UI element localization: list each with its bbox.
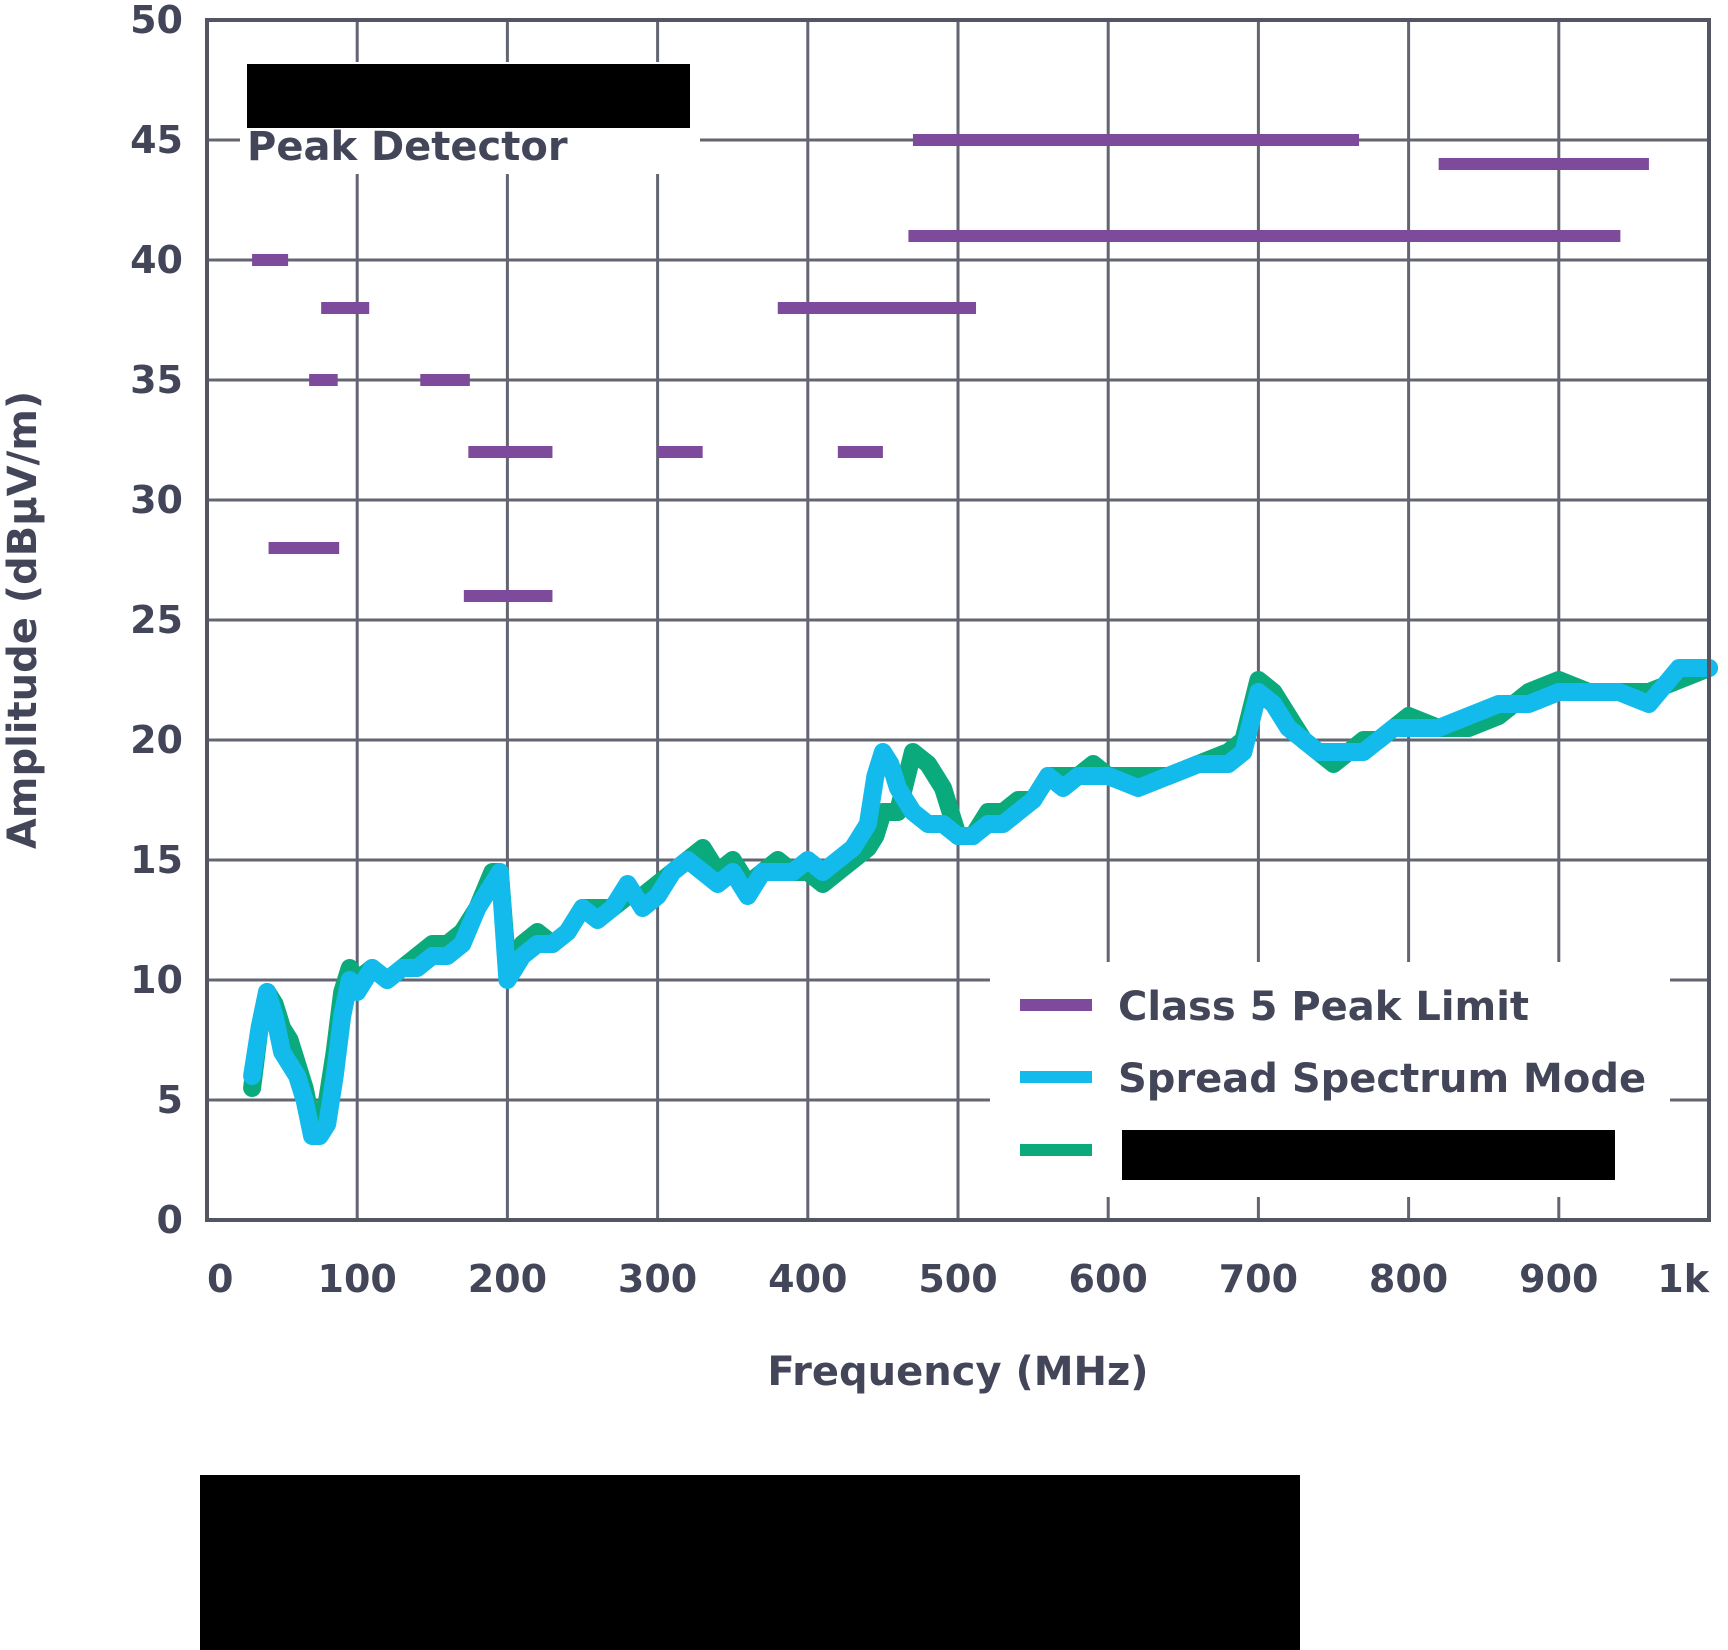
- plot-frame: [205, 18, 1711, 1222]
- x-tick-label: 1k: [1657, 1257, 1709, 1301]
- x-tick-label: 700: [1219, 1257, 1298, 1301]
- y-tick-label: 35: [130, 358, 183, 402]
- x-tick-labels: 0 100 200 300 400 500 600 700 800 900 1k: [207, 1257, 1710, 1301]
- caption-redaction: [200, 1475, 1300, 1650]
- y-tick-label: 15: [130, 838, 183, 882]
- series-lines: [243, 659, 1718, 1145]
- y-axis-title: Amplitude (dBμV/m): [0, 391, 46, 849]
- y-tick-label: 50: [130, 0, 183, 42]
- x-tick-label: 0: [207, 1257, 233, 1301]
- x-tick-label: 900: [1519, 1257, 1598, 1301]
- x-tick-label: 300: [618, 1257, 697, 1301]
- x-tick-label: 600: [1069, 1257, 1148, 1301]
- y-tick-labels: 0 5 10 15 20 25 30 35 40 45 50: [130, 0, 183, 1242]
- limit-lines: [252, 134, 1649, 602]
- y-tick-label: 25: [130, 598, 183, 642]
- x-tick-label: 400: [768, 1257, 847, 1301]
- legend-label-spread-spectrum: Spread Spectrum Mode: [1118, 1056, 1646, 1102]
- y-tick-label: 0: [157, 1198, 183, 1242]
- y-tick-label: 40: [130, 238, 183, 282]
- y-tick-label: 45: [130, 118, 183, 162]
- x-tick-label: 500: [918, 1257, 997, 1301]
- y-tick-label: 30: [130, 478, 183, 522]
- legend-label-redaction: [1122, 1130, 1615, 1180]
- annotation-text: Peak Detector: [247, 124, 568, 170]
- series-line-spread-spectrum: [243, 659, 1718, 1145]
- x-axis-title: Frequency (MHz): [767, 1349, 1148, 1395]
- y-tick-label: 5: [157, 1078, 183, 1122]
- x-tick-label: 200: [468, 1257, 547, 1301]
- legend: Class 5 Peak Limit Spread Spectrum Mode: [990, 962, 1670, 1197]
- annotation-redaction: [247, 64, 690, 128]
- x-tick-label: 800: [1369, 1257, 1448, 1301]
- y-tick-label: 20: [130, 718, 183, 762]
- x-tick-label: 100: [318, 1257, 397, 1301]
- y-tick-label: 10: [130, 958, 183, 1002]
- legend-label-limit: Class 5 Peak Limit: [1118, 984, 1529, 1030]
